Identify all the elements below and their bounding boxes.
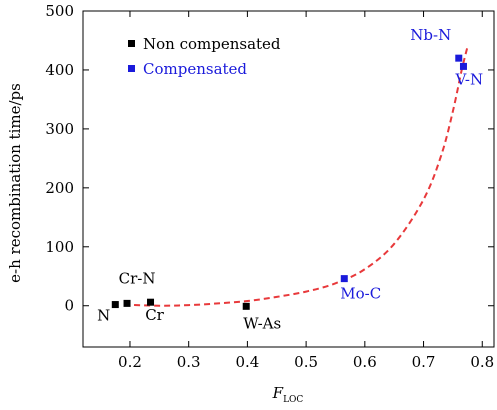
- y-tick-label: 400: [45, 61, 74, 79]
- y-tick-label: 500: [45, 2, 74, 20]
- axis-ticks: 0.2 0.3 0.4 0.5 0.6 0.7 0.8 0 100 200 300 400 500: [45, 2, 494, 371]
- point-labels-layer: N Cr-N Cr W-As Mo-C Nb-N V-N: [97, 26, 483, 332]
- point-label: W-As: [243, 314, 281, 332]
- x-tick-label: 0.2: [118, 353, 142, 371]
- y-axis-title: e-h recombination time/ps: [6, 83, 24, 283]
- x-axis-title-subscript: LOC: [283, 395, 303, 405]
- x-axis-title: FLOC: [272, 384, 304, 405]
- x-tick-label: 0.3: [177, 353, 201, 371]
- data-point: [147, 298, 155, 306]
- data-point: [340, 275, 348, 283]
- point-label: V-N: [454, 70, 483, 88]
- data-point: [242, 302, 250, 310]
- data-point: [123, 299, 131, 307]
- point-label: Mo-C: [340, 285, 381, 303]
- point-label: N: [97, 307, 110, 325]
- x-tick-label: 0.4: [235, 353, 259, 371]
- point-label: Cr-N: [119, 269, 156, 287]
- data-point: [459, 62, 467, 70]
- x-tick-label: 0.5: [294, 353, 318, 371]
- legend-label: Non compensated: [143, 35, 281, 53]
- y-tick-label: 300: [45, 120, 74, 138]
- y-tick-label: 200: [45, 179, 74, 197]
- fit-curve: [124, 46, 469, 307]
- point-label: Nb-N: [410, 26, 451, 44]
- x-axis-title-main: F: [272, 384, 284, 402]
- legend-marker: [128, 65, 135, 72]
- legend: Non compensated Compensated: [128, 35, 281, 78]
- fit-curve-layer: [124, 46, 469, 307]
- data-point: [111, 301, 119, 309]
- x-tick-label: 0.8: [470, 353, 494, 371]
- data-points-layer: [111, 54, 467, 310]
- point-label: Cr: [145, 306, 164, 324]
- plot-frame: [82, 10, 495, 348]
- y-tick-label: 0: [64, 297, 74, 315]
- y-tick-label: 100: [45, 238, 74, 256]
- data-point: [455, 54, 463, 62]
- x-tick-label: 0.6: [353, 353, 377, 371]
- legend-marker: [128, 40, 135, 47]
- x-tick-label: 0.7: [412, 353, 436, 371]
- legend-label: Compensated: [143, 60, 247, 78]
